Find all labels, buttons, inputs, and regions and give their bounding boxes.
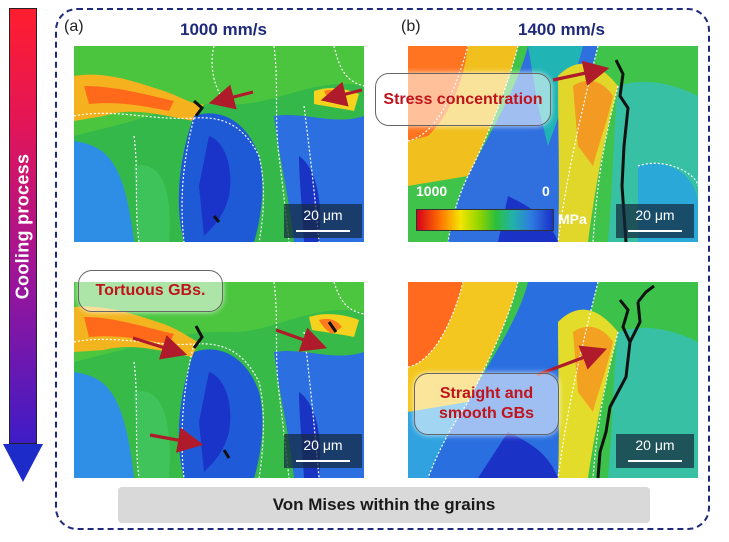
arrow-a-top-2 (320, 81, 363, 107)
arrow-a-top-1 (208, 84, 254, 110)
callout-tortuous-gbs: Tortuous GBs. (78, 270, 223, 312)
panel-a-label: (a) (64, 18, 84, 35)
scalebar-b-top: 20 μm (616, 204, 694, 238)
cooling-arrow-head (3, 444, 43, 482)
arrow-tortuous-1 (132, 335, 188, 360)
arrow-a-bottom (149, 427, 204, 453)
arrow-stress (552, 60, 610, 86)
arrow-straight (536, 345, 607, 377)
legend-unit: MPa (558, 211, 587, 227)
footer-caption: Von Mises within the grains (118, 487, 650, 523)
scalebar-a-bottom: 20 μm (284, 434, 362, 468)
scalebar-a-top: 20 μm (284, 204, 362, 238)
callout-stress-concentration: Stress concentration (375, 73, 551, 126)
cooling-arrow-shaft (9, 8, 37, 444)
column-a-title: 1000 mm/s (180, 20, 267, 39)
callout-straight-smooth-gbs: Straight and smooth GBs (414, 373, 559, 435)
column-b-title: 1400 mm/s (518, 20, 605, 39)
legend-min-value: 0 (542, 183, 550, 199)
stress-colorbar-legend: 1000 0 MPa (414, 183, 604, 233)
stress-map-a-top: 20 μm (74, 46, 364, 242)
legend-max-value: 1000 (416, 183, 448, 199)
cooling-process-arrow: Cooling process (3, 8, 43, 482)
panel-b-label: (b) (401, 18, 421, 35)
scalebar-b-bottom: 20 μm (616, 434, 694, 468)
figure-frame (55, 8, 710, 530)
arrow-tortuous-2 (275, 327, 328, 352)
legend-colorbar (416, 209, 554, 231)
